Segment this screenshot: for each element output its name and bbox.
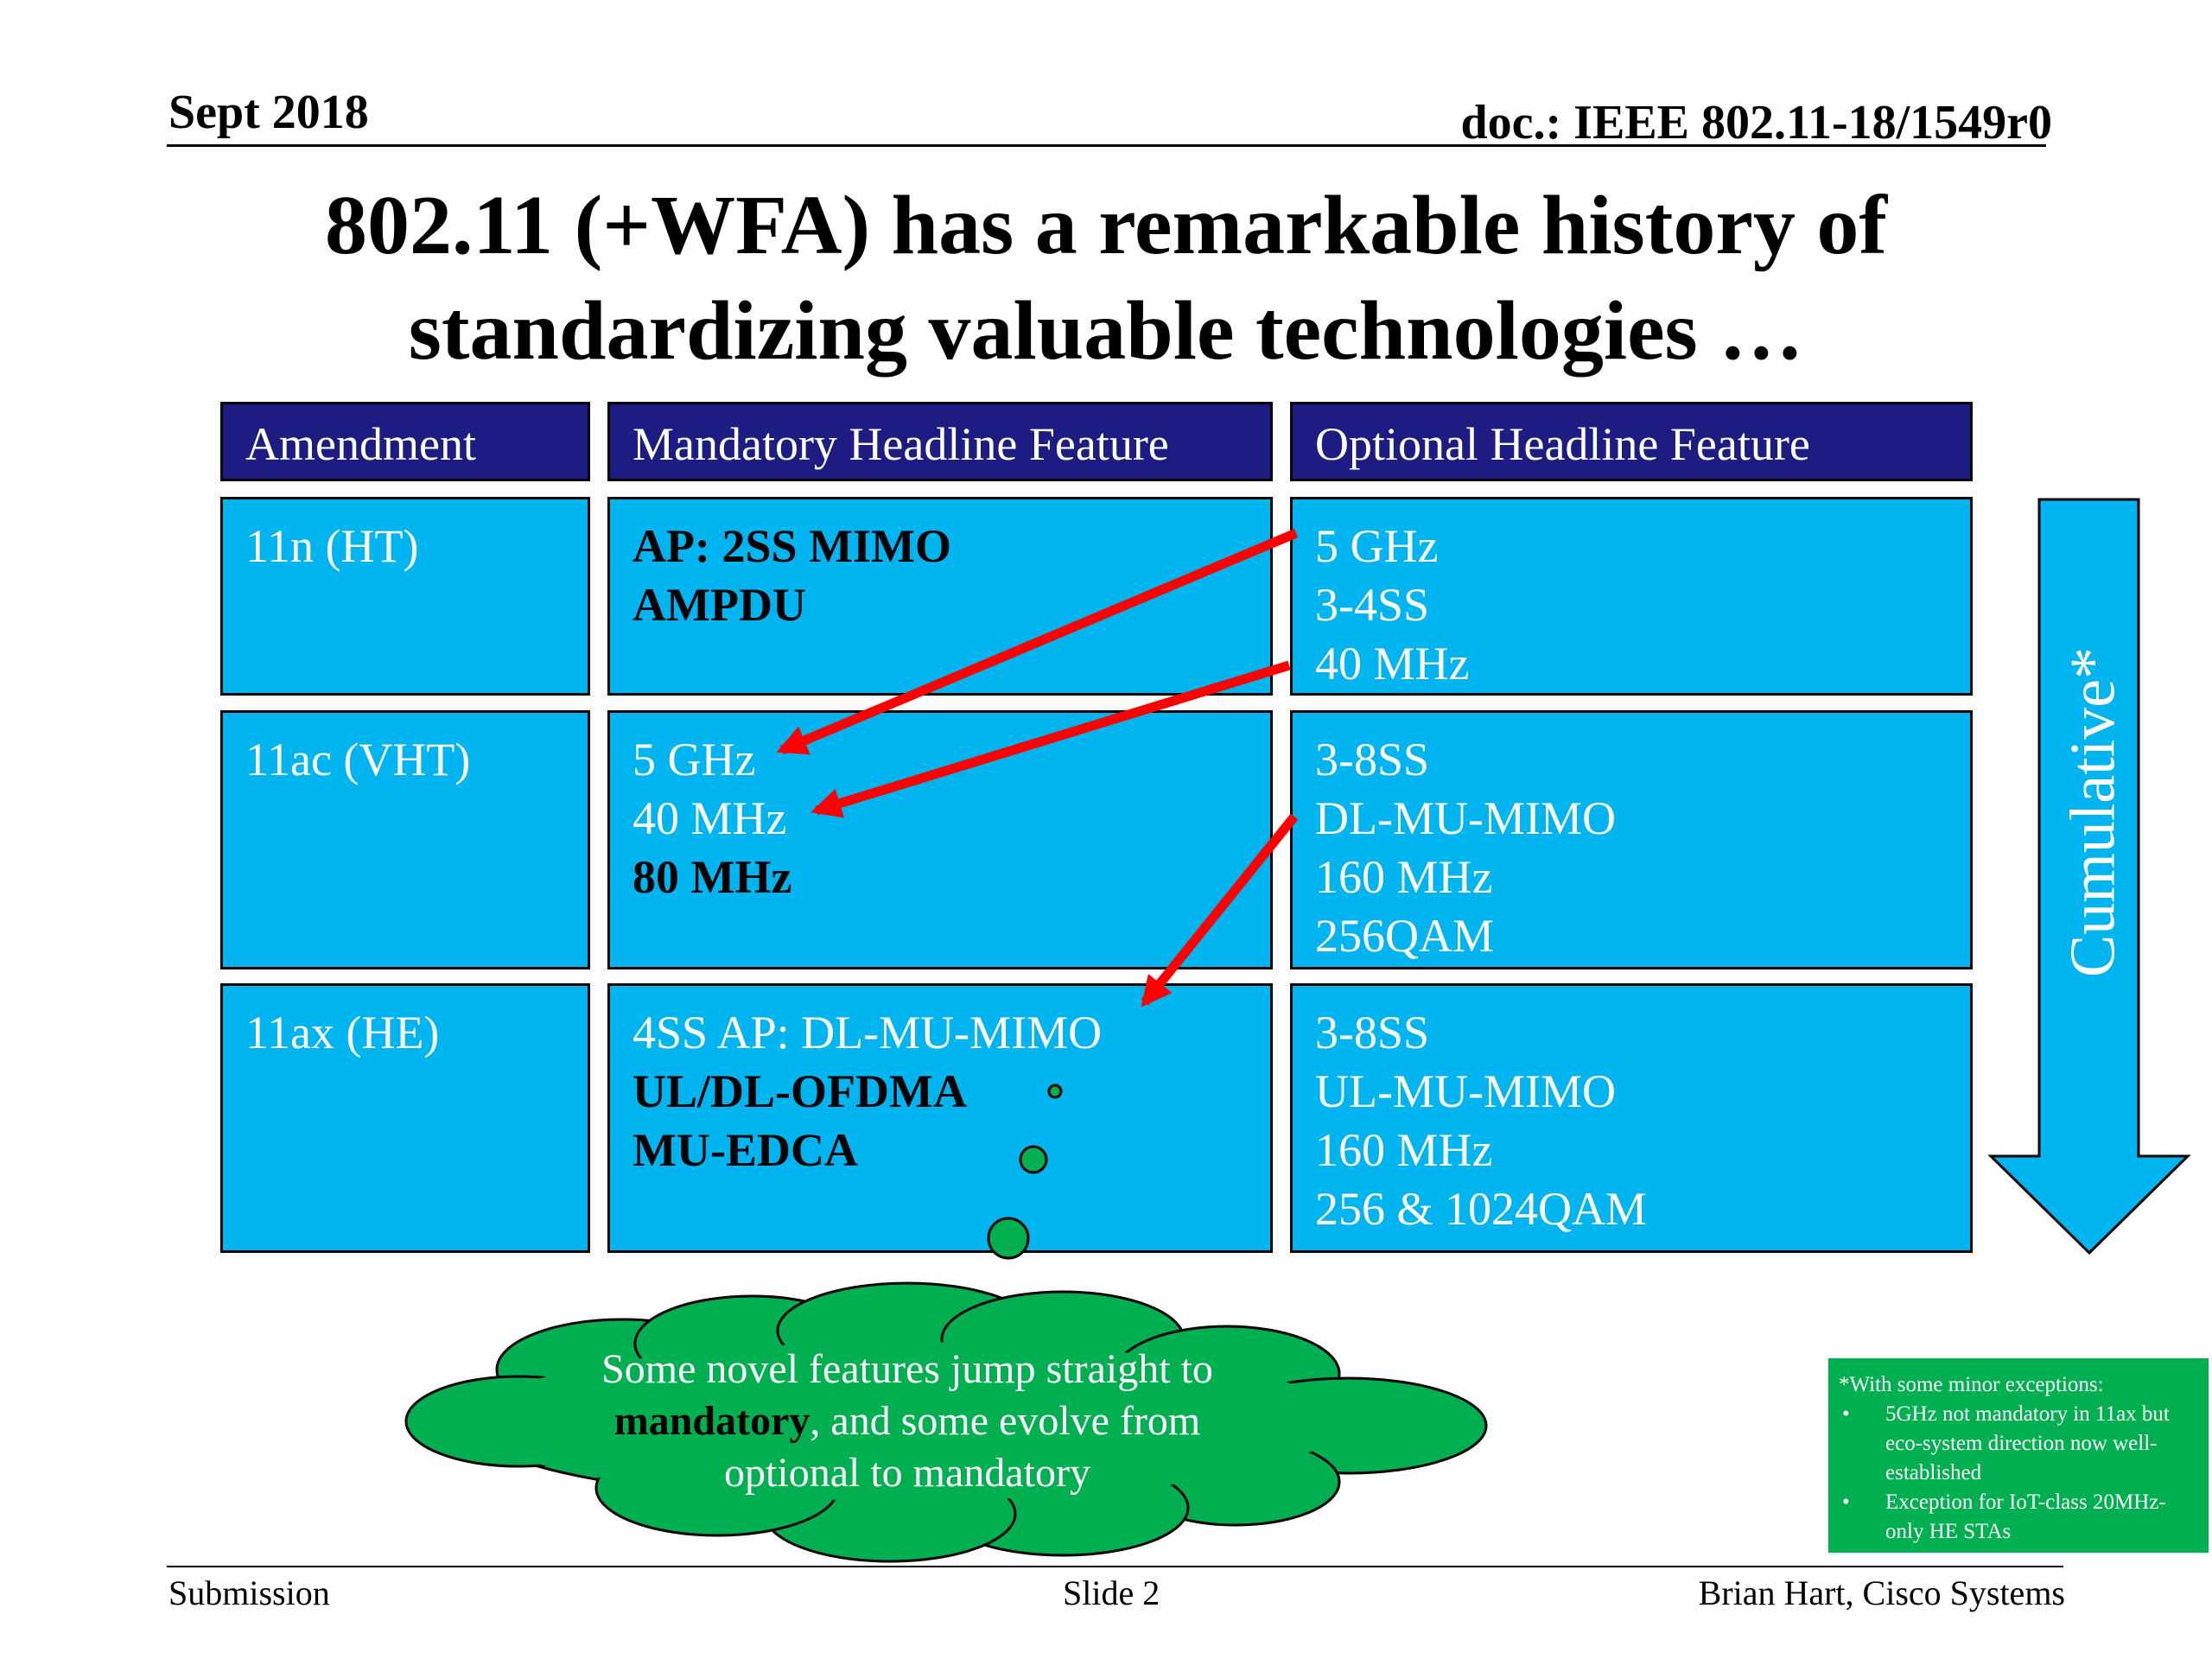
table-header-amendment: Amendment: [220, 402, 590, 481]
feature-item: 5 GHz: [1315, 520, 1439, 572]
feature-item: UL-MU-MIMO: [1315, 1065, 1616, 1117]
slide-title-line-1: 802.11 (+WFA) has a remarkable history o…: [325, 179, 1887, 272]
thought-bubble-large-icon: [987, 1217, 1030, 1260]
footnote-list: 5GHz not mandatory in 11ax but eco-syste…: [1839, 1400, 2198, 1547]
cumulative-label: Cumulative*: [2057, 646, 2129, 978]
feature-item: UL/DL-OFDMA: [632, 1065, 967, 1117]
feature-item: 4SS AP: DL-MU-MIMO: [632, 1007, 1103, 1058]
header-rule: [167, 144, 2046, 147]
cloud-caption-line-1: Some novel features jump straight to: [601, 1346, 1213, 1392]
red-arrow-dl-mu-mimo-icon: [1141, 813, 1299, 1007]
feature-item: 80 MHz: [632, 851, 792, 903]
table-row-11ax-amendment: 11ax (HE): [220, 983, 590, 1253]
feature-item: 256QAM: [1315, 910, 1495, 962]
cumulative-arrow-icon: [1987, 498, 2191, 1255]
feature-item: 5 GHz: [632, 734, 756, 785]
thought-bubble-small-icon: [1047, 1084, 1063, 1099]
column-header-label: Amendment: [245, 418, 476, 470]
feature-item: 3-4SS: [1315, 579, 1430, 631]
table-row-11ax-mandatory: 4SS AP: DL-MU-MIMO UL/DL-OFDMA MU-EDCA: [607, 983, 1273, 1253]
cloud-caption-line-2: mandatory, and some evolve from: [544, 1395, 1270, 1447]
table-row-11ac-optional: 3-8SS DL-MU-MIMO 160 MHz 256QAM: [1290, 710, 1973, 969]
cloud-caption-line-3: optional to mandatory: [724, 1450, 1090, 1496]
feature-item: 160 MHz: [1315, 1124, 1493, 1176]
cloud-fill: [471, 1342, 1344, 1501]
slide-title: 802.11 (+WFA) has a remarkable history o…: [0, 173, 2212, 384]
table-row-11n-optional: 5 GHz 3-4SS 40 MHz: [1290, 497, 1973, 696]
feature-item: 40 MHz: [632, 792, 787, 844]
cloud-caption: Some novel features jump straight to man…: [544, 1344, 1270, 1499]
feature-item: 3-8SS: [1315, 734, 1430, 785]
footer-rule: [167, 1566, 2063, 1567]
header-date: Sept 2018: [168, 86, 369, 139]
table-header-optional: Optional Headline Feature: [1290, 402, 1973, 481]
amendment-label: 11ac (VHT): [245, 734, 471, 785]
slide-title-line-2: standardizing valuable technologies …: [408, 284, 1804, 378]
footnote-item: 5GHz not mandatory in 11ax but eco-syste…: [1842, 1400, 2198, 1488]
amendment-label: 11n (HT): [245, 520, 419, 572]
red-arrow-40mhz-icon: [810, 660, 1291, 818]
footer-submission: Submission: [168, 1573, 330, 1612]
feature-item: AMPDU: [632, 579, 806, 631]
amendment-label: 11ax (HE): [245, 1007, 440, 1058]
table-row-11ax-optional: 3-8SS UL-MU-MIMO 160 MHz 256 & 1024QAM: [1290, 983, 1973, 1253]
feature-item: MU-EDCA: [632, 1124, 858, 1176]
header-doc-id: doc.: IEEE 802.11-18/1549r0: [1460, 96, 2052, 149]
table-row-11ac-mandatory: 5 GHz 40 MHz 80 MHz: [607, 710, 1273, 969]
feature-item: AP: 2SS MIMO: [632, 520, 951, 572]
column-header-label: Optional Headline Feature: [1315, 418, 1810, 470]
feature-item: 256 & 1024QAM: [1315, 1183, 1648, 1235]
column-header-label: Mandatory Headline Feature: [632, 418, 1169, 470]
cloud-caption-emphasis: mandatory: [613, 1398, 810, 1444]
feature-item: 40 MHz: [1315, 638, 1470, 690]
feature-item: 3-8SS: [1315, 1007, 1430, 1058]
table-row-11n-amendment: 11n (HT): [220, 497, 590, 696]
table-row-11ac-amendment: 11ac (VHT): [220, 710, 590, 969]
thought-bubble-medium-icon: [1019, 1145, 1048, 1174]
feature-item: 160 MHz: [1315, 851, 1493, 903]
table-row-11n-mandatory: AP: 2SS MIMO AMPDU: [607, 497, 1273, 696]
cloud-caption-line-2-rest: , and some evolve from: [810, 1398, 1201, 1444]
footnote-item: Exception for IoT-class 20MHz-only HE ST…: [1842, 1488, 2198, 1547]
footnote-box: *With some minor exceptions: 5GHz not ma…: [1828, 1358, 2209, 1553]
footer-author: Brian Hart, Cisco Systems: [1698, 1573, 2065, 1612]
footnote-intro: *With some minor exceptions:: [1839, 1373, 2104, 1396]
table-header-mandatory: Mandatory Headline Feature: [607, 402, 1273, 481]
red-arrow-5ghz-icon: [776, 528, 1299, 755]
feature-item: DL-MU-MIMO: [1315, 792, 1616, 844]
footer-slide-number: Slide 2: [1063, 1573, 1160, 1612]
